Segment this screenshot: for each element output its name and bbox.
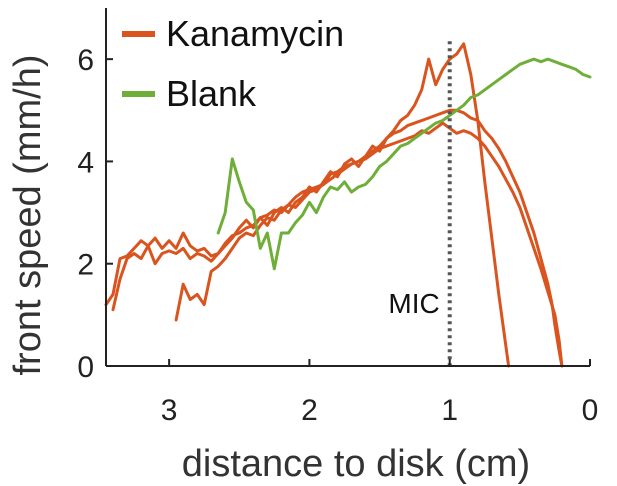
x-tick-label: 3 bbox=[161, 394, 178, 427]
y-tick-label: 4 bbox=[77, 146, 94, 179]
y-tick-label: 0 bbox=[77, 351, 94, 384]
mic-annotation: MIC bbox=[388, 41, 452, 366]
x-axis-ticks: 3 2 1 0 bbox=[161, 359, 599, 427]
y-tick-label: 6 bbox=[77, 44, 94, 77]
x-tick-label: 0 bbox=[582, 394, 599, 427]
series-line-1 bbox=[111, 121, 564, 368]
y-tick-label: 2 bbox=[77, 249, 94, 282]
legend: Kanamycin Blank bbox=[122, 13, 344, 114]
y-axis-ticks: 0 2 4 6 bbox=[77, 44, 113, 384]
plot-lines bbox=[104, 42, 592, 368]
legend-label: Kanamycin bbox=[166, 13, 344, 54]
series-line-3 bbox=[216, 57, 592, 271]
legend-label: Blank bbox=[166, 73, 257, 114]
x-tick-label: 1 bbox=[441, 394, 458, 427]
x-axis-label: distance to disk (cm) bbox=[182, 443, 530, 485]
series-line-2 bbox=[174, 108, 564, 368]
mic-label: MIC bbox=[388, 288, 439, 319]
y-axis-label: front speed (mm/h) bbox=[7, 55, 49, 376]
axes bbox=[105, 8, 590, 367]
x-tick-label: 2 bbox=[301, 394, 318, 427]
